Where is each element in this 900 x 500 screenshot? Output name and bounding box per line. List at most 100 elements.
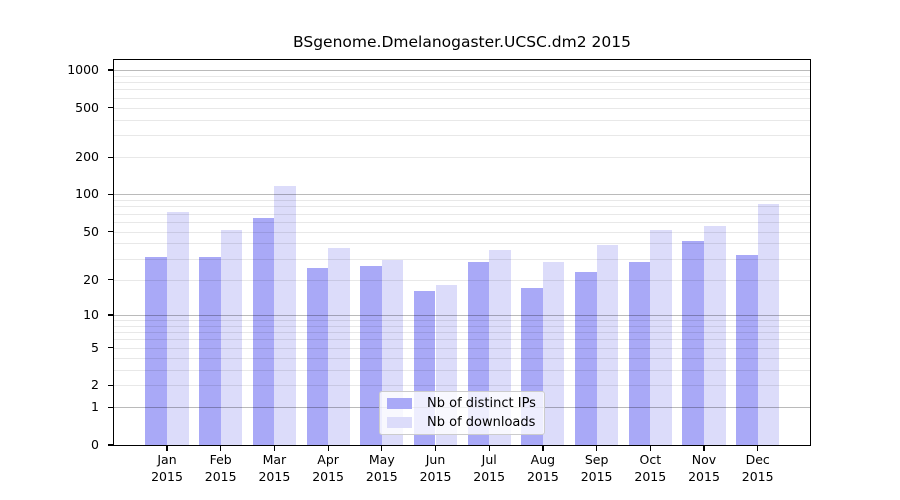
minor-gridline	[114, 107, 810, 109]
minor-gridline	[114, 347, 810, 349]
minor-gridline	[114, 320, 810, 321]
y-tick-label: 50	[83, 223, 99, 239]
legend-swatch-distinct-ips-icon	[387, 398, 412, 409]
y-axis-tick	[108, 193, 113, 196]
y-tick-label: 1	[91, 399, 99, 415]
minor-gridline	[114, 89, 810, 91]
minor-gridline	[114, 97, 810, 99]
minor-gridline	[114, 213, 810, 215]
minor-gridline	[114, 385, 810, 387]
bar-distinct-ips-dec	[736, 255, 758, 446]
x-tick-label: Apr 2015	[312, 452, 344, 484]
minor-gridline	[114, 200, 810, 202]
x-axis-tick	[703, 445, 705, 451]
legend-swatch-downloads-icon	[387, 417, 412, 428]
bar-distinct-ips-feb	[199, 256, 221, 446]
minor-gridline	[114, 369, 810, 371]
y-tick-label: 0	[91, 437, 99, 452]
minor-gridline	[114, 135, 810, 137]
y-tick-label: 500	[75, 99, 99, 115]
x-axis-tick	[434, 445, 437, 451]
y-axis-tick	[108, 279, 113, 281]
x-tick-label: Feb 2015	[204, 452, 237, 484]
x-axis-tick	[381, 445, 383, 451]
major-gridline	[114, 194, 810, 196]
minor-gridline	[114, 357, 810, 359]
bar-distinct-ips-apr	[306, 268, 329, 446]
x-tick-label: Jun 2015	[419, 452, 452, 484]
minor-gridline	[114, 221, 810, 223]
minor-gridline	[114, 75, 810, 77]
bar-downloads-sep	[596, 244, 619, 446]
minor-gridline	[114, 206, 810, 208]
major-gridline	[114, 314, 810, 316]
minor-gridline	[114, 231, 810, 233]
x-tick-label: Nov 2015	[688, 452, 720, 484]
y-axis-tick	[108, 156, 113, 158]
y-axis-tick	[108, 230, 113, 233]
bar-distinct-ips-oct	[628, 262, 651, 446]
x-tick-label: Aug 2015	[526, 452, 559, 484]
x-axis-tick	[649, 445, 651, 451]
y-axis-tick	[108, 444, 113, 446]
legend-label-downloads: Nb of downloads	[427, 414, 536, 430]
x-axis-tick	[757, 445, 759, 451]
x-tick-label: Sep 2015	[580, 452, 613, 484]
bar-downloads-feb	[220, 230, 243, 446]
y-axis-tick	[108, 314, 113, 316]
y-axis-tick	[108, 69, 113, 71]
bar-downloads-jan	[167, 212, 189, 446]
minor-gridline	[114, 243, 810, 245]
bar-distinct-ips-mar	[252, 217, 275, 446]
minor-gridline	[114, 157, 810, 159]
x-tick-label: May 2015	[365, 452, 398, 484]
legend-item-downloads: Nb of downloads	[387, 415, 537, 431]
bar-downloads-oct	[650, 230, 672, 446]
bar-downloads-mar	[274, 186, 296, 446]
x-axis-tick	[273, 445, 276, 451]
legend-item-distinct-ips: Nb of distinct IPs	[387, 396, 537, 412]
y-axis-tick	[108, 406, 113, 409]
minor-gridline	[114, 258, 810, 260]
legend: Nb of distinct IPs Nb of downloads	[379, 391, 545, 435]
y-axis-tick	[108, 384, 113, 387]
y-tick-label: 200	[75, 149, 99, 165]
x-axis-tick	[596, 445, 598, 451]
y-tick-label: 20	[83, 271, 99, 287]
chart-title: BSgenome.Dmelanogaster.UCSC.dm2 2015	[293, 33, 631, 51]
x-axis-tick	[220, 445, 222, 451]
minor-gridline	[114, 332, 810, 334]
major-gridline	[114, 69, 810, 71]
y-tick-label: 2	[91, 377, 99, 393]
legend-label-distinct-ips: Nb of distinct IPs	[427, 395, 536, 411]
x-tick-label: Jul 2015	[473, 452, 506, 484]
x-axis-tick	[542, 445, 544, 451]
x-tick-label: Jan 2015	[151, 452, 183, 484]
y-tick-label: 1000	[67, 61, 99, 77]
minor-gridline	[114, 339, 810, 341]
x-tick-label: Oct 2015	[634, 452, 667, 484]
bar-distinct-ips-jan	[145, 256, 167, 446]
x-tick-label: Mar 2015	[258, 452, 291, 484]
bar-distinct-ips-may	[360, 266, 382, 446]
y-tick-label: 5	[91, 339, 99, 355]
y-tick-label: 100	[75, 186, 99, 202]
bar-distinct-ips-sep	[575, 272, 597, 446]
x-tick-label: Dec 2015	[741, 452, 774, 484]
minor-gridline	[114, 325, 810, 327]
y-axis-tick	[108, 347, 113, 349]
bar-distinct-ips-nov	[682, 240, 704, 446]
bar-downloads-apr	[328, 247, 350, 446]
x-axis-tick	[327, 445, 329, 451]
bar-downloads-dec	[757, 204, 780, 446]
y-axis-tick	[108, 106, 113, 109]
bar-downloads-aug	[542, 262, 565, 446]
y-tick-label: 10	[83, 306, 99, 322]
minor-gridline	[114, 82, 810, 84]
minor-gridline	[114, 279, 810, 281]
x-axis-tick	[166, 445, 168, 451]
bar-downloads-nov	[704, 226, 726, 446]
